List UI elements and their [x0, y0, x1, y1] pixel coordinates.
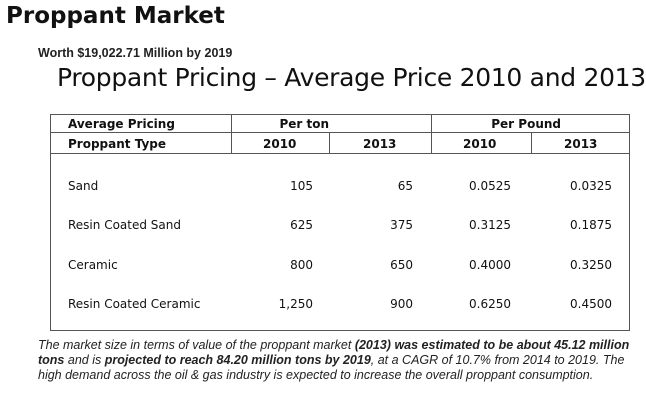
footnote-bold-text: (2013) — [354, 338, 391, 352]
row-proppant-type: Resin Coated Ceramic — [68, 297, 201, 311]
header-average-pricing: Average Pricing — [68, 117, 175, 131]
footnote-text: The market size in terms of value of the… — [38, 338, 355, 352]
header-divider-bottom — [51, 153, 629, 154]
row-ton-2013: 900 — [390, 297, 413, 311]
row-ton-2013: 375 — [390, 218, 413, 232]
header-year: 2013 — [363, 137, 397, 151]
row-ton-2010: 1,250 — [278, 297, 313, 311]
header-per-pound: Per Pound — [491, 117, 561, 131]
row-ton-2010: 105 — [290, 179, 313, 193]
header-proppant-type: Proppant Type — [68, 137, 167, 151]
row-proppant-type: Ceramic — [68, 258, 118, 272]
row-lb-2013: 0.3250 — [570, 258, 612, 272]
row-lb-2010: 0.0525 — [469, 179, 511, 193]
row-lb-2013: 0.4500 — [570, 297, 612, 311]
row-lb-2010: 0.3125 — [469, 218, 511, 232]
row-proppant-type: Resin Coated Sand — [68, 218, 181, 232]
column-divider — [531, 132, 532, 153]
footnote-bold-text: projected to reach 84.20 million tons by… — [104, 353, 371, 367]
header-divider-top — [51, 132, 629, 133]
row-ton-2013: 65 — [397, 179, 413, 193]
row-lb-2010: 0.4000 — [469, 258, 511, 272]
row-proppant-type: Sand — [68, 179, 99, 193]
table-title: Proppant Pricing – Average Price 2010 an… — [57, 63, 646, 92]
row-ton-2013: 650 — [390, 258, 413, 272]
header-year: 2010 — [263, 137, 297, 151]
header-year: 2013 — [564, 137, 598, 151]
column-divider — [231, 115, 232, 153]
market-worth: Worth $19,022.71 Million by 2019 — [38, 46, 233, 60]
header-per-ton: Per ton — [279, 117, 329, 131]
page-title: Proppant Market — [6, 3, 225, 29]
header-year: 2010 — [463, 137, 497, 151]
market-footnote: The market size in terms of value of the… — [38, 338, 638, 383]
column-divider — [431, 115, 432, 153]
row-lb-2010: 0.6250 — [469, 297, 511, 311]
footnote-text: and is — [64, 353, 105, 367]
row-lb-2013: 0.1875 — [570, 218, 612, 232]
row-lb-2013: 0.0325 — [570, 179, 612, 193]
row-ton-2010: 625 — [290, 218, 313, 232]
footnote-bold-text: was estimated to be about 45.12 million … — [38, 338, 630, 367]
row-ton-2010: 800 — [290, 258, 313, 272]
column-divider — [329, 132, 330, 153]
footnote-text: , at a CAGR of 10.7% from 2014 to 2019. … — [38, 353, 625, 382]
pricing-table: Average Pricing Proppant Type Per ton Pe… — [50, 114, 630, 331]
